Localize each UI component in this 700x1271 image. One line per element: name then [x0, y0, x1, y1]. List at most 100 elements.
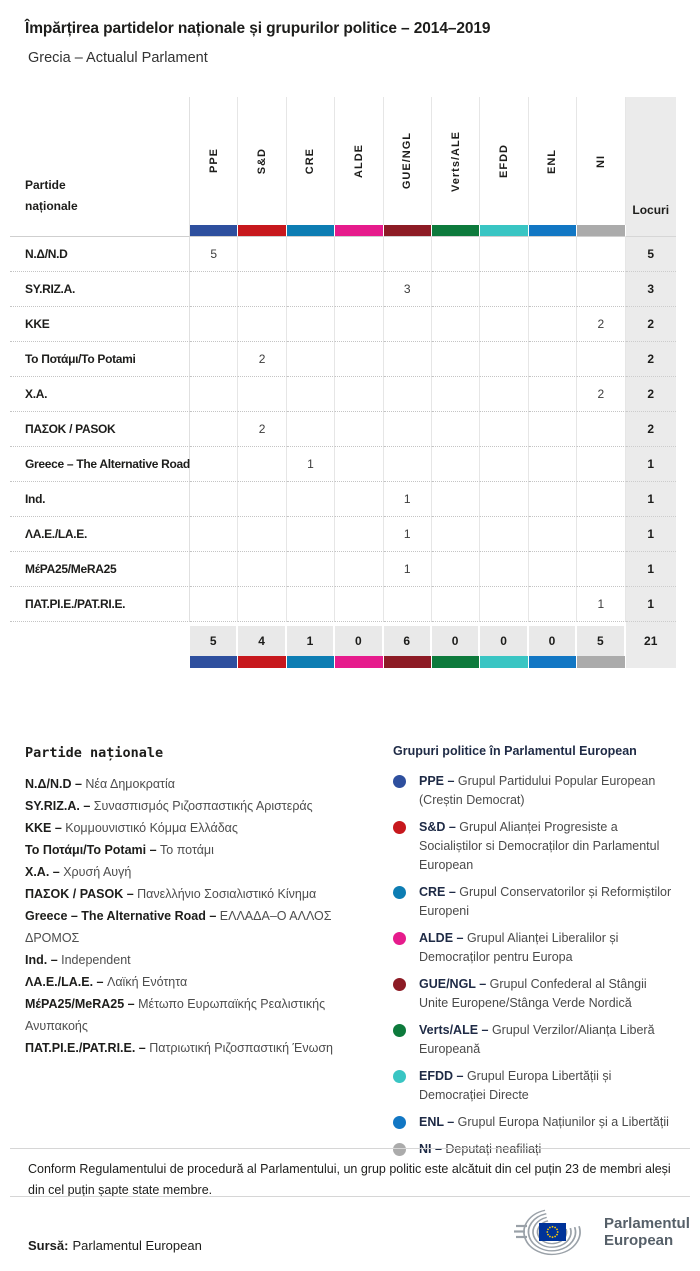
- column-header-s-d: S&D: [238, 97, 287, 225]
- seat-cell-ni: [577, 237, 626, 272]
- seat-cell-ppe: [190, 377, 239, 412]
- gap-spacer: [286, 622, 336, 626]
- group-legend-code: ALDE –: [419, 931, 467, 945]
- page-subtitle: Grecia – Actualul Parlament: [28, 50, 208, 66]
- bottom-colorbar-ni: [577, 656, 626, 668]
- group-legend-item: PPE – Grupul Partidului Popular European…: [393, 772, 689, 810]
- colorbar-s-d: [238, 225, 287, 237]
- column-header-ppe: PPE: [190, 97, 239, 225]
- party-legend-description: Πατριωτική Ριζοσπαστική Ένωση: [149, 1041, 333, 1055]
- party-seats-total: 5: [625, 237, 676, 272]
- colorbar-seats-spacer: [625, 225, 676, 237]
- seat-cell-alde: [335, 272, 384, 307]
- seat-cell-s-d: 2: [238, 412, 287, 447]
- seat-cell-gue-ngl: [383, 377, 432, 412]
- party-legend-description: Μέτωπο Ευρωπαϊκής Ρεαλιστικής Ανυπακοής: [25, 997, 326, 1033]
- group-legend-code: PPE –: [419, 774, 458, 788]
- seat-cell-ni: 2: [577, 307, 626, 342]
- seat-cell-alde: [335, 412, 384, 447]
- row-header-label: Partide naționale: [10, 97, 190, 225]
- group-legend-item: GUE/NGL – Grupul Confederal al Stângii U…: [393, 975, 689, 1013]
- group-legend-description: Grupul Confederal al Stângii Unite Europ…: [419, 977, 647, 1010]
- seat-cell-verts-ale: [431, 587, 481, 622]
- seat-cell-cre: [286, 552, 336, 587]
- seat-cell-gue-ngl: [383, 307, 432, 342]
- divider-top: [10, 1148, 690, 1149]
- seat-cell-ppe: [190, 447, 239, 482]
- seat-cell-efdd: [480, 307, 529, 342]
- totals-ni: 5: [577, 626, 626, 656]
- group-legend-code: EFDD –: [419, 1069, 467, 1083]
- bottom-colorbar-verts-ale: [431, 656, 481, 668]
- totals-seats: 21: [625, 626, 676, 656]
- totals-ppe: 5: [190, 626, 239, 656]
- party-legend-description: Πανελλήνιο Σοσιαλιστικό Κίνημα: [137, 887, 317, 901]
- seat-cell-ppe: [190, 307, 239, 342]
- source-label: Sursă:: [28, 1238, 69, 1253]
- totals-enl: 0: [528, 626, 578, 656]
- gap-spacer: [10, 622, 190, 626]
- party-legend-description: Συνασπισμός Ριζοσπαστικής Αριστεράς: [93, 799, 313, 813]
- colorbar-efdd: [480, 225, 529, 237]
- seat-cell-cre: [286, 587, 336, 622]
- colorbar-enl: [528, 225, 578, 237]
- party-legend-item: Ν.Δ/N.D – Νέα Δημοκρατία: [25, 773, 355, 795]
- group-color-dot-icon: [393, 886, 406, 899]
- eu-flag-icon: [539, 1223, 566, 1241]
- group-color-dot-icon: [393, 978, 406, 991]
- seat-cell-ni: [577, 342, 626, 377]
- seat-cell-ppe: [190, 412, 239, 447]
- seat-cell-efdd: [480, 377, 529, 412]
- seat-cell-enl: [528, 482, 578, 517]
- totals-verts-ale: 0: [431, 626, 481, 656]
- seat-cell-enl: [528, 517, 578, 552]
- seat-cell-verts-ale: [431, 447, 481, 482]
- totals-alde: 0: [335, 626, 384, 656]
- seat-cell-cre: [286, 517, 336, 552]
- group-legend-code: Verts/ALE –: [419, 1023, 492, 1037]
- colorbar-verts-ale: [431, 225, 481, 237]
- seat-cell-alde: [335, 342, 384, 377]
- party-legend-name: KKE –: [25, 821, 66, 835]
- bottom-colorbar-seats-spacer: [625, 656, 676, 668]
- group-color-dot-icon: [393, 775, 406, 788]
- party-legend-description: Χρυσή Αυγή: [63, 865, 132, 879]
- seat-cell-efdd: [480, 552, 529, 587]
- column-header-text: CRE: [304, 147, 317, 175]
- seat-cell-cre: [286, 307, 336, 342]
- totals-spacer: [10, 626, 190, 656]
- seat-cell-enl: [528, 552, 578, 587]
- seat-cell-alde: [335, 237, 384, 272]
- seat-cell-ni: [577, 517, 626, 552]
- seat-cell-enl: [528, 377, 578, 412]
- seat-cell-cre: [286, 412, 336, 447]
- seat-cell-gue-ngl: 1: [383, 552, 432, 587]
- colorbar-ppe: [190, 225, 239, 237]
- group-legend-description: Grupul Verzilor/Alianța Liberă Europeană: [419, 1023, 655, 1056]
- group-legend-description: Grupul Alianței Progresiste a Socialiști…: [419, 820, 660, 872]
- colorbar-gue-ngl: [383, 225, 432, 237]
- column-header-ni: NI: [577, 97, 626, 225]
- seat-cell-ni: [577, 552, 626, 587]
- totals-s-d: 4: [238, 626, 287, 656]
- column-header-text: S&D: [256, 147, 269, 175]
- group-legend-text: CRE – Grupul Conservatorilor și Reformiș…: [419, 883, 677, 921]
- seat-cell-enl: [528, 412, 578, 447]
- source-value: Parlamentul European: [72, 1238, 202, 1253]
- seat-cell-cre: [286, 342, 336, 377]
- column-header-text: ALDE: [352, 144, 365, 178]
- colorbar-cre: [286, 225, 336, 237]
- party-name: Greece – The Alternative Road: [10, 447, 190, 482]
- footnote: Conform Regulamentului de procedură al P…: [28, 1162, 671, 1197]
- seat-cell-alde: [335, 552, 384, 587]
- party-legend-item: ΠΑΤ.ΡΙ.Ε./PAT.RI.E. – Πατριωτική Ριζοσπα…: [25, 1037, 355, 1059]
- party-legend-description: Κομμουνιστικό Κόμμα Ελλάδας: [65, 821, 238, 835]
- party-legend-name: Το Ποτάμι/To Potami –: [25, 843, 161, 857]
- seat-cell-ppe: [190, 482, 239, 517]
- seat-cell-gue-ngl: [383, 412, 432, 447]
- seat-cell-efdd: [480, 342, 529, 377]
- seat-cell-s-d: 2: [238, 342, 287, 377]
- totals-cre: 1: [286, 626, 336, 656]
- group-legend-description: Grupul Conservatorilor și Reformiștilor …: [419, 885, 672, 918]
